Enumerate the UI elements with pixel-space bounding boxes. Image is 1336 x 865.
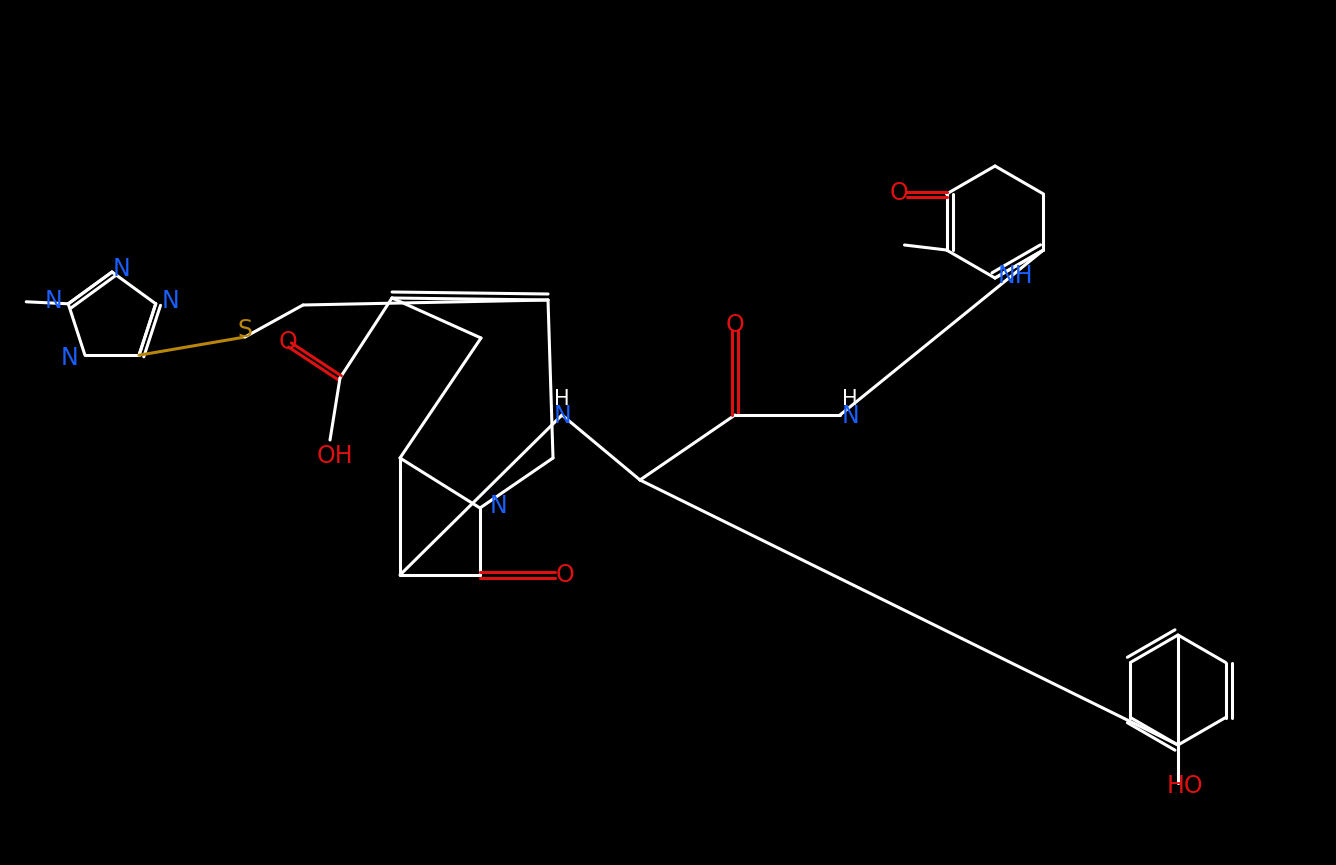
Text: O: O xyxy=(279,330,298,354)
Text: N: N xyxy=(554,404,572,428)
Text: S: S xyxy=(238,318,253,342)
Text: HO: HO xyxy=(1166,774,1204,798)
Text: N: N xyxy=(112,257,130,281)
Text: H: H xyxy=(842,389,858,409)
Text: H: H xyxy=(554,389,570,409)
Text: O: O xyxy=(725,313,744,337)
Text: OH: OH xyxy=(317,444,353,468)
Text: N: N xyxy=(61,346,79,370)
Text: N: N xyxy=(44,289,63,313)
Text: N: N xyxy=(162,289,179,313)
Text: NH: NH xyxy=(997,264,1033,288)
Text: N: N xyxy=(489,494,506,518)
Text: N: N xyxy=(842,404,860,428)
Text: O: O xyxy=(890,181,908,205)
Text: O: O xyxy=(556,563,574,587)
